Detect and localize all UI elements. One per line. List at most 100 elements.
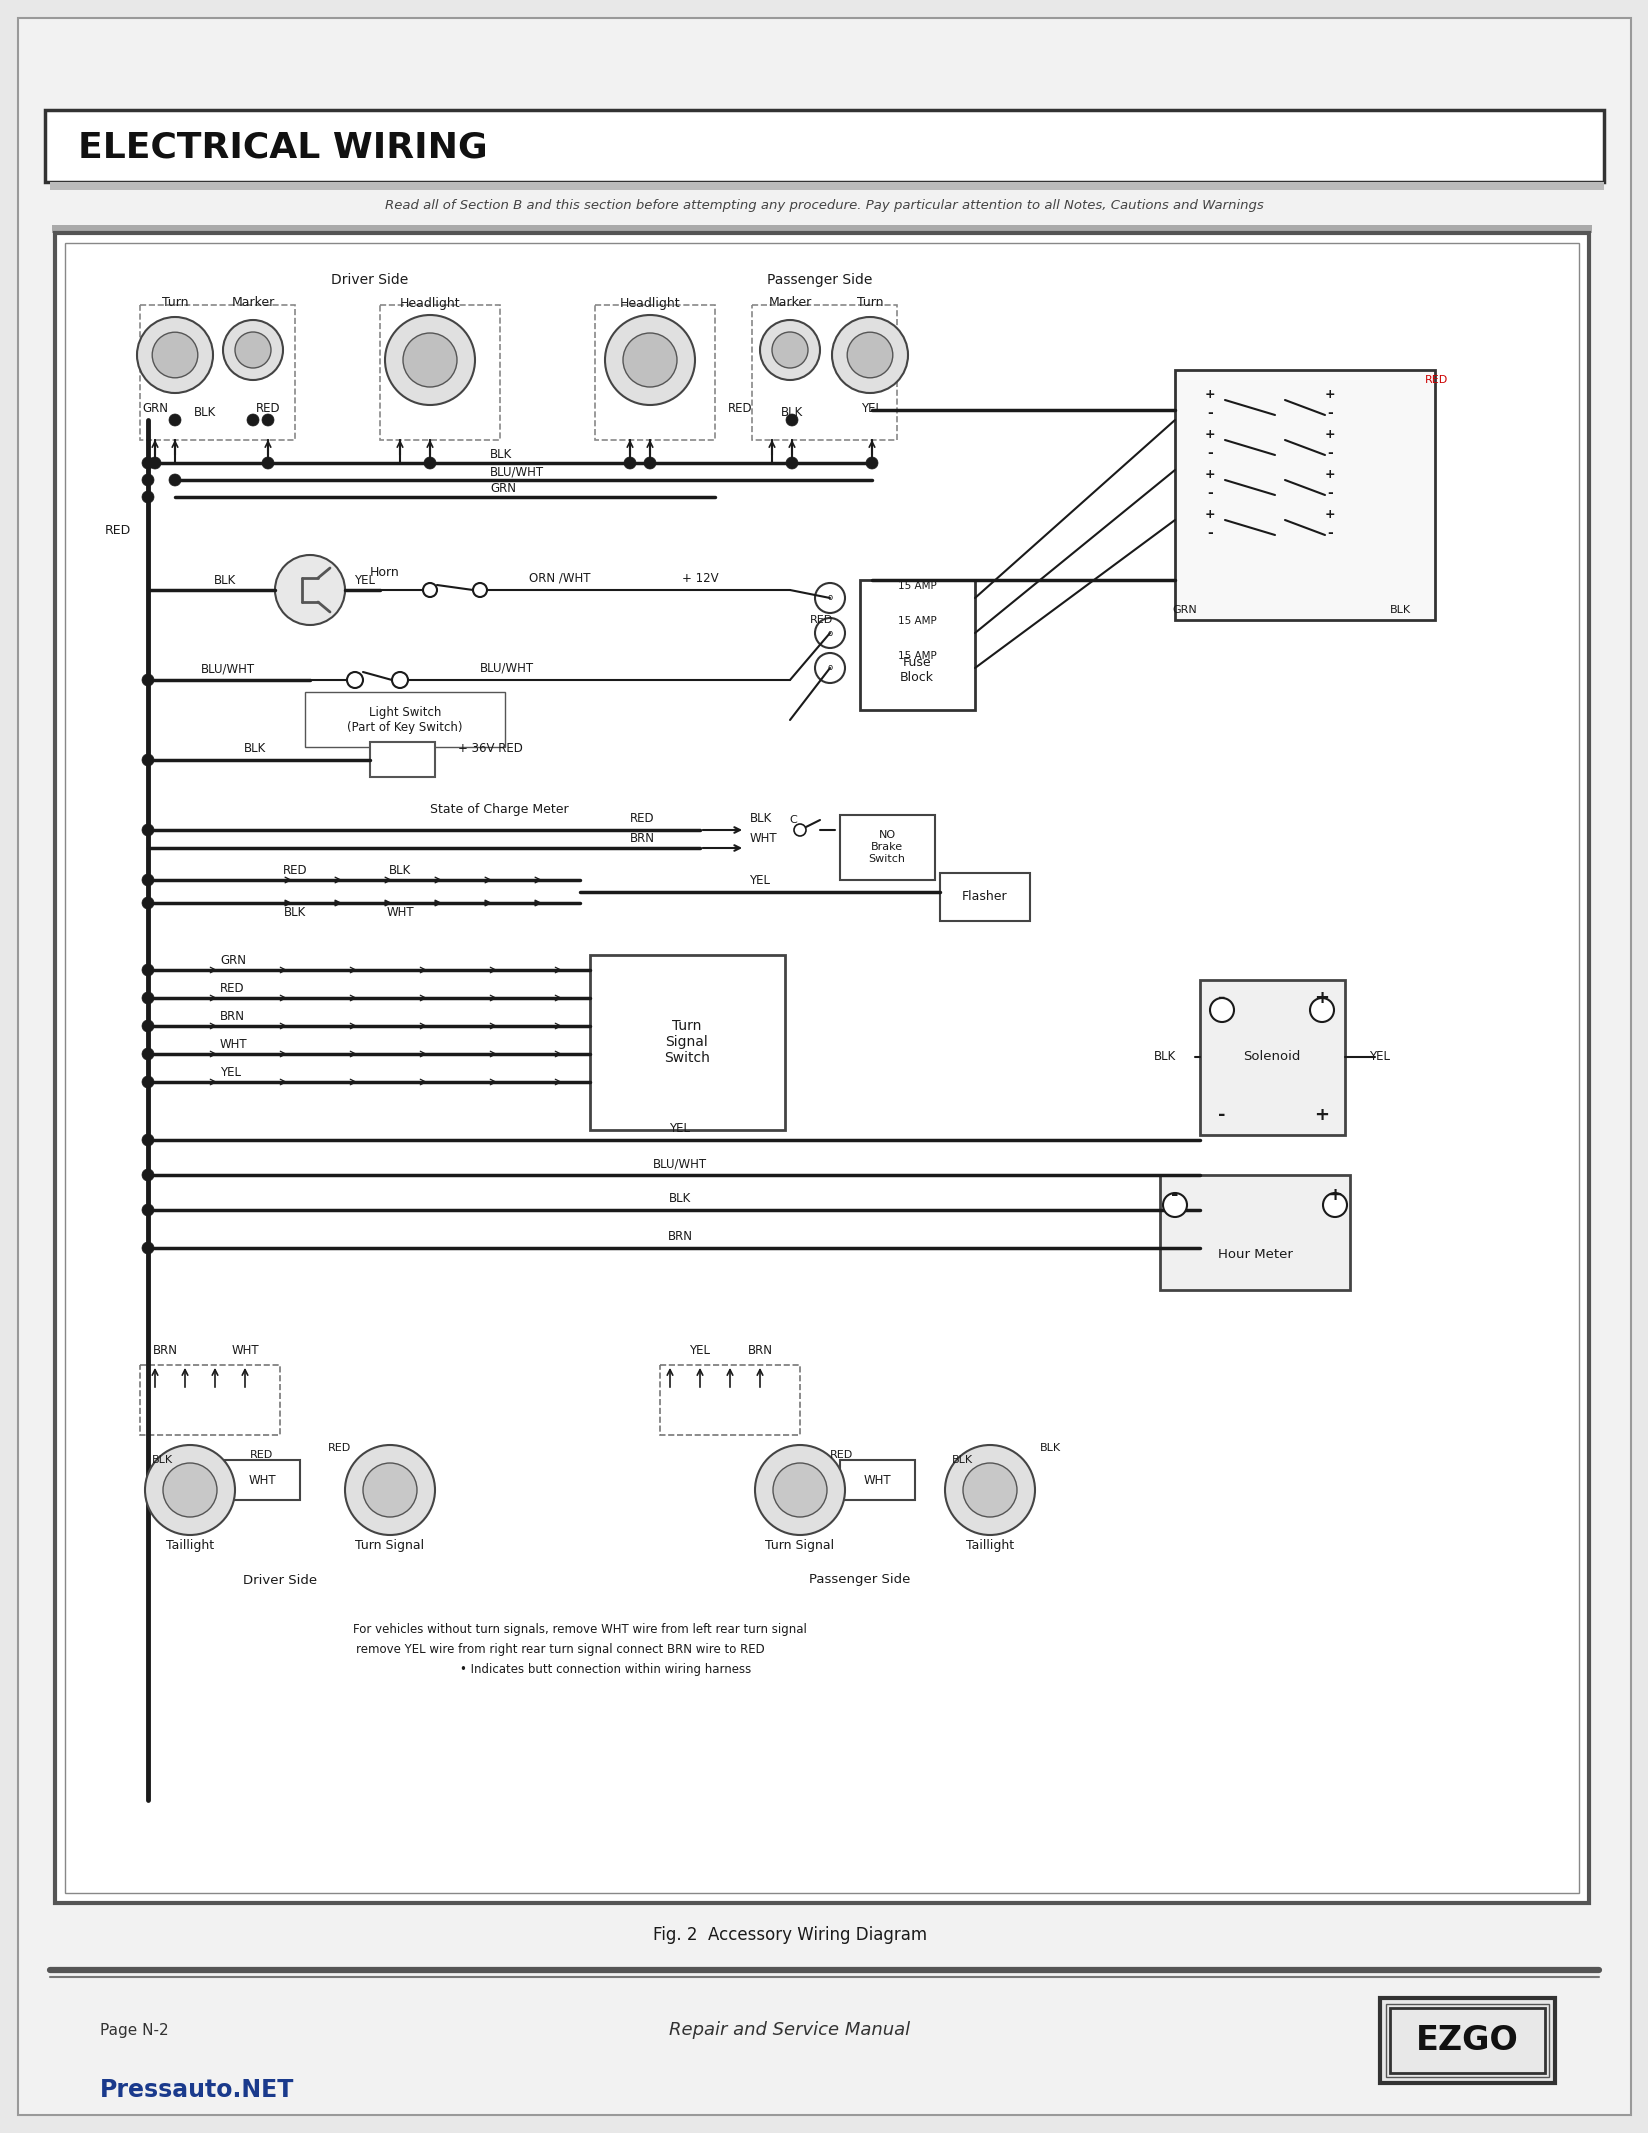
Text: -: - <box>1206 446 1213 461</box>
Text: +: + <box>1323 469 1335 482</box>
FancyBboxPatch shape <box>1389 2007 1544 2073</box>
Text: -: - <box>1218 990 1224 1007</box>
Text: BLU/WHT: BLU/WHT <box>653 1158 707 1171</box>
Text: Fig. 2  Accessory Wiring Diagram: Fig. 2 Accessory Wiring Diagram <box>653 1926 926 1943</box>
Text: -: - <box>1327 527 1332 540</box>
Text: BLK: BLK <box>1389 606 1409 614</box>
Text: ORN /WHT: ORN /WHT <box>529 572 590 584</box>
FancyBboxPatch shape <box>18 17 1630 2116</box>
Text: +: + <box>1323 429 1335 442</box>
Circle shape <box>424 456 435 469</box>
Circle shape <box>142 875 153 885</box>
Text: Page N-2: Page N-2 <box>101 2022 168 2037</box>
Circle shape <box>786 456 798 469</box>
Circle shape <box>142 992 153 1005</box>
Text: YEL: YEL <box>1369 1049 1389 1064</box>
Text: Turn: Turn <box>857 296 883 309</box>
Circle shape <box>142 1203 153 1216</box>
FancyBboxPatch shape <box>1379 1999 1554 2084</box>
Text: RED: RED <box>219 981 244 994</box>
Circle shape <box>384 316 475 405</box>
Text: BRN: BRN <box>747 1344 771 1357</box>
Text: WHT: WHT <box>219 1037 247 1049</box>
Circle shape <box>163 1463 218 1517</box>
Circle shape <box>275 555 344 625</box>
Text: BLK: BLK <box>1038 1444 1060 1453</box>
Circle shape <box>786 414 798 427</box>
Circle shape <box>755 1444 844 1536</box>
Circle shape <box>148 456 162 469</box>
Text: YEL: YEL <box>750 875 770 887</box>
Text: GRN: GRN <box>1172 606 1196 614</box>
Text: BLK: BLK <box>781 407 803 420</box>
Circle shape <box>847 333 892 378</box>
Text: BLK: BLK <box>1154 1049 1175 1064</box>
Text: o: o <box>827 629 832 638</box>
Circle shape <box>944 1444 1035 1536</box>
Text: WHT: WHT <box>862 1474 890 1487</box>
Text: Repair and Service Manual: Repair and Service Manual <box>669 2020 910 2039</box>
Circle shape <box>142 491 153 503</box>
Text: Driver Side: Driver Side <box>242 1574 316 1587</box>
Text: BLU/WHT: BLU/WHT <box>480 661 534 674</box>
Text: Solenoid: Solenoid <box>1243 1049 1300 1064</box>
Text: RED: RED <box>250 1450 274 1459</box>
Text: BRN: BRN <box>630 832 654 845</box>
FancyBboxPatch shape <box>1175 369 1434 621</box>
FancyBboxPatch shape <box>590 956 784 1130</box>
Circle shape <box>142 823 153 836</box>
Circle shape <box>814 582 844 612</box>
Text: RED: RED <box>1424 375 1447 384</box>
Text: GRN: GRN <box>219 953 246 966</box>
Text: o: o <box>827 593 832 602</box>
Text: -: - <box>1218 1107 1224 1124</box>
Circle shape <box>623 333 677 386</box>
Circle shape <box>222 320 283 380</box>
Text: 15 AMP: 15 AMP <box>897 580 936 591</box>
Circle shape <box>773 1463 827 1517</box>
Text: -: - <box>1327 446 1332 461</box>
FancyBboxPatch shape <box>1200 979 1345 1135</box>
Text: Flasher: Flasher <box>961 889 1007 904</box>
Text: BLK: BLK <box>951 1455 972 1465</box>
Circle shape <box>814 619 844 648</box>
FancyBboxPatch shape <box>54 232 1589 1903</box>
Text: Read all of Section B and this section before attempting any procedure. Pay part: Read all of Section B and this section b… <box>384 198 1262 211</box>
Circle shape <box>236 333 270 369</box>
Text: RED: RED <box>630 811 654 825</box>
Text: BLU/WHT: BLU/WHT <box>201 663 255 676</box>
Circle shape <box>142 1169 153 1182</box>
Text: Turn
Signal
Switch: Turn Signal Switch <box>664 1020 710 1064</box>
Text: RED: RED <box>105 523 132 538</box>
Circle shape <box>152 333 198 378</box>
Text: Headlight: Headlight <box>620 296 681 309</box>
FancyBboxPatch shape <box>53 224 1590 232</box>
Text: WHT: WHT <box>750 832 778 845</box>
Text: Turn Signal: Turn Signal <box>765 1538 834 1551</box>
Text: BLK: BLK <box>194 407 216 420</box>
Circle shape <box>142 1075 153 1088</box>
Circle shape <box>644 456 656 469</box>
Circle shape <box>168 474 181 486</box>
Text: -: - <box>1206 486 1213 499</box>
Text: Turn: Turn <box>162 296 188 309</box>
Text: EZGO: EZGO <box>1414 2024 1518 2056</box>
Text: For vehicles without turn signals, remove WHT wire from left rear turn signal: For vehicles without turn signals, remov… <box>353 1623 806 1636</box>
Text: +: + <box>1313 990 1328 1007</box>
Text: RED: RED <box>831 1450 854 1459</box>
Circle shape <box>168 414 181 427</box>
Text: BLK: BLK <box>283 907 307 919</box>
Text: +: + <box>1205 469 1215 482</box>
Circle shape <box>771 333 808 369</box>
Text: BLK: BLK <box>152 1455 173 1465</box>
Circle shape <box>473 582 486 597</box>
Circle shape <box>605 316 694 405</box>
Text: BLK: BLK <box>389 864 410 877</box>
Circle shape <box>142 456 153 469</box>
Text: BLK: BLK <box>244 742 265 755</box>
Text: YEL: YEL <box>219 1066 241 1079</box>
Text: + 12V: + 12V <box>681 572 719 584</box>
Circle shape <box>145 1444 236 1536</box>
Text: +: + <box>1205 388 1215 401</box>
Text: Pressauto.NET: Pressauto.NET <box>101 2078 295 2101</box>
